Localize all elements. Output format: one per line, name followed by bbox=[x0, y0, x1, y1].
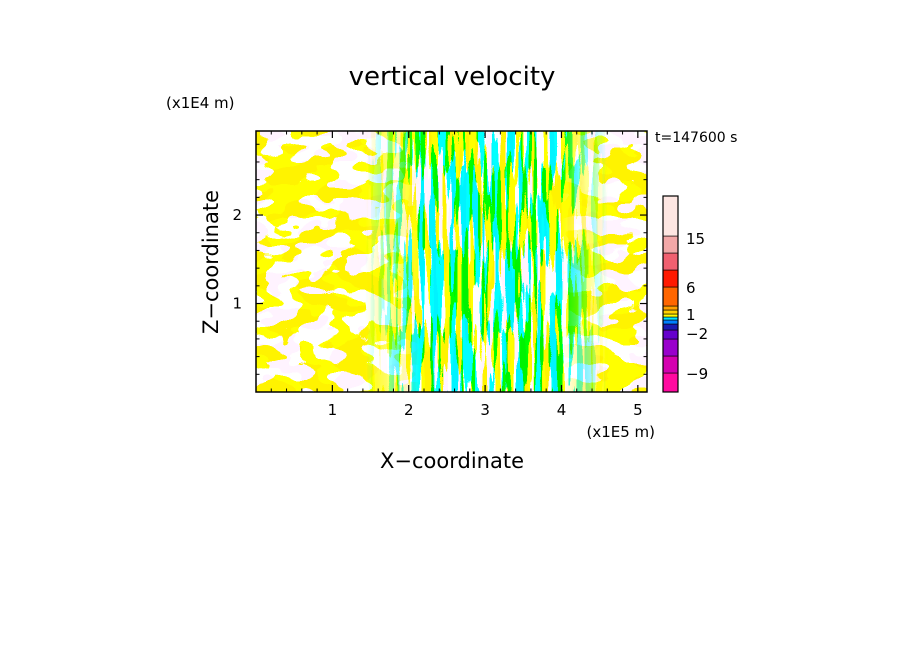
colorbar-labels: 15 6 1−2 −9 bbox=[686, 230, 708, 383]
colorbar-swatch bbox=[662, 329, 679, 340]
colorbar-swatch bbox=[662, 252, 679, 271]
colorbar-swatch bbox=[662, 269, 679, 288]
y-axis-ticks: 12 bbox=[232, 143, 647, 375]
time-label: t=147600 s bbox=[655, 130, 737, 146]
colorbar-swatch bbox=[662, 355, 679, 374]
field-stripes bbox=[256, 131, 647, 392]
colorbar-frame bbox=[662, 195, 679, 393]
colorbar-label: −2 bbox=[686, 325, 708, 343]
colorbar-swatch bbox=[662, 195, 679, 237]
y-tick-label: 1 bbox=[232, 295, 242, 313]
plot-frame bbox=[255, 130, 648, 393]
colorbar-swatch bbox=[662, 316, 679, 321]
x-axis-title: X−coordinate bbox=[380, 449, 524, 473]
colorbar-swatch bbox=[662, 286, 679, 307]
x-tick-label: 1 bbox=[328, 401, 338, 419]
colorbar-swatch bbox=[662, 309, 679, 315]
colorbar-label: −9 bbox=[686, 365, 708, 383]
chart-title: vertical velocity bbox=[349, 62, 556, 92]
velocity-field bbox=[256, 131, 647, 392]
colorbar-label: 15 bbox=[686, 230, 705, 248]
colorbar bbox=[662, 195, 679, 393]
x-unit-label: (x1E5 m) bbox=[586, 423, 655, 441]
x-tick-label: 3 bbox=[480, 401, 490, 419]
colorbar-swatch bbox=[662, 313, 679, 318]
colorbar-label: 6 bbox=[686, 279, 696, 297]
x-tick-label: 4 bbox=[557, 401, 567, 419]
colorbar-swatch bbox=[662, 338, 679, 357]
y-tick-label: 2 bbox=[232, 206, 242, 224]
colorbar-swatch bbox=[662, 319, 679, 325]
x-axis-ticks: 1 2 3 4 5 bbox=[270, 131, 643, 419]
colorbar-swatch bbox=[662, 235, 679, 254]
x-tick-label: 5 bbox=[633, 401, 643, 419]
colorbar-swatch bbox=[662, 323, 679, 331]
y-unit-label: (x1E4 m) bbox=[166, 94, 235, 112]
y-axis-title: Z−coordinate bbox=[199, 190, 223, 334]
colorbar-swatch bbox=[662, 372, 679, 393]
x-tick-label: 2 bbox=[404, 401, 414, 419]
colorbar-swatch bbox=[662, 305, 679, 311]
colorbar-label: 1 bbox=[686, 306, 696, 324]
